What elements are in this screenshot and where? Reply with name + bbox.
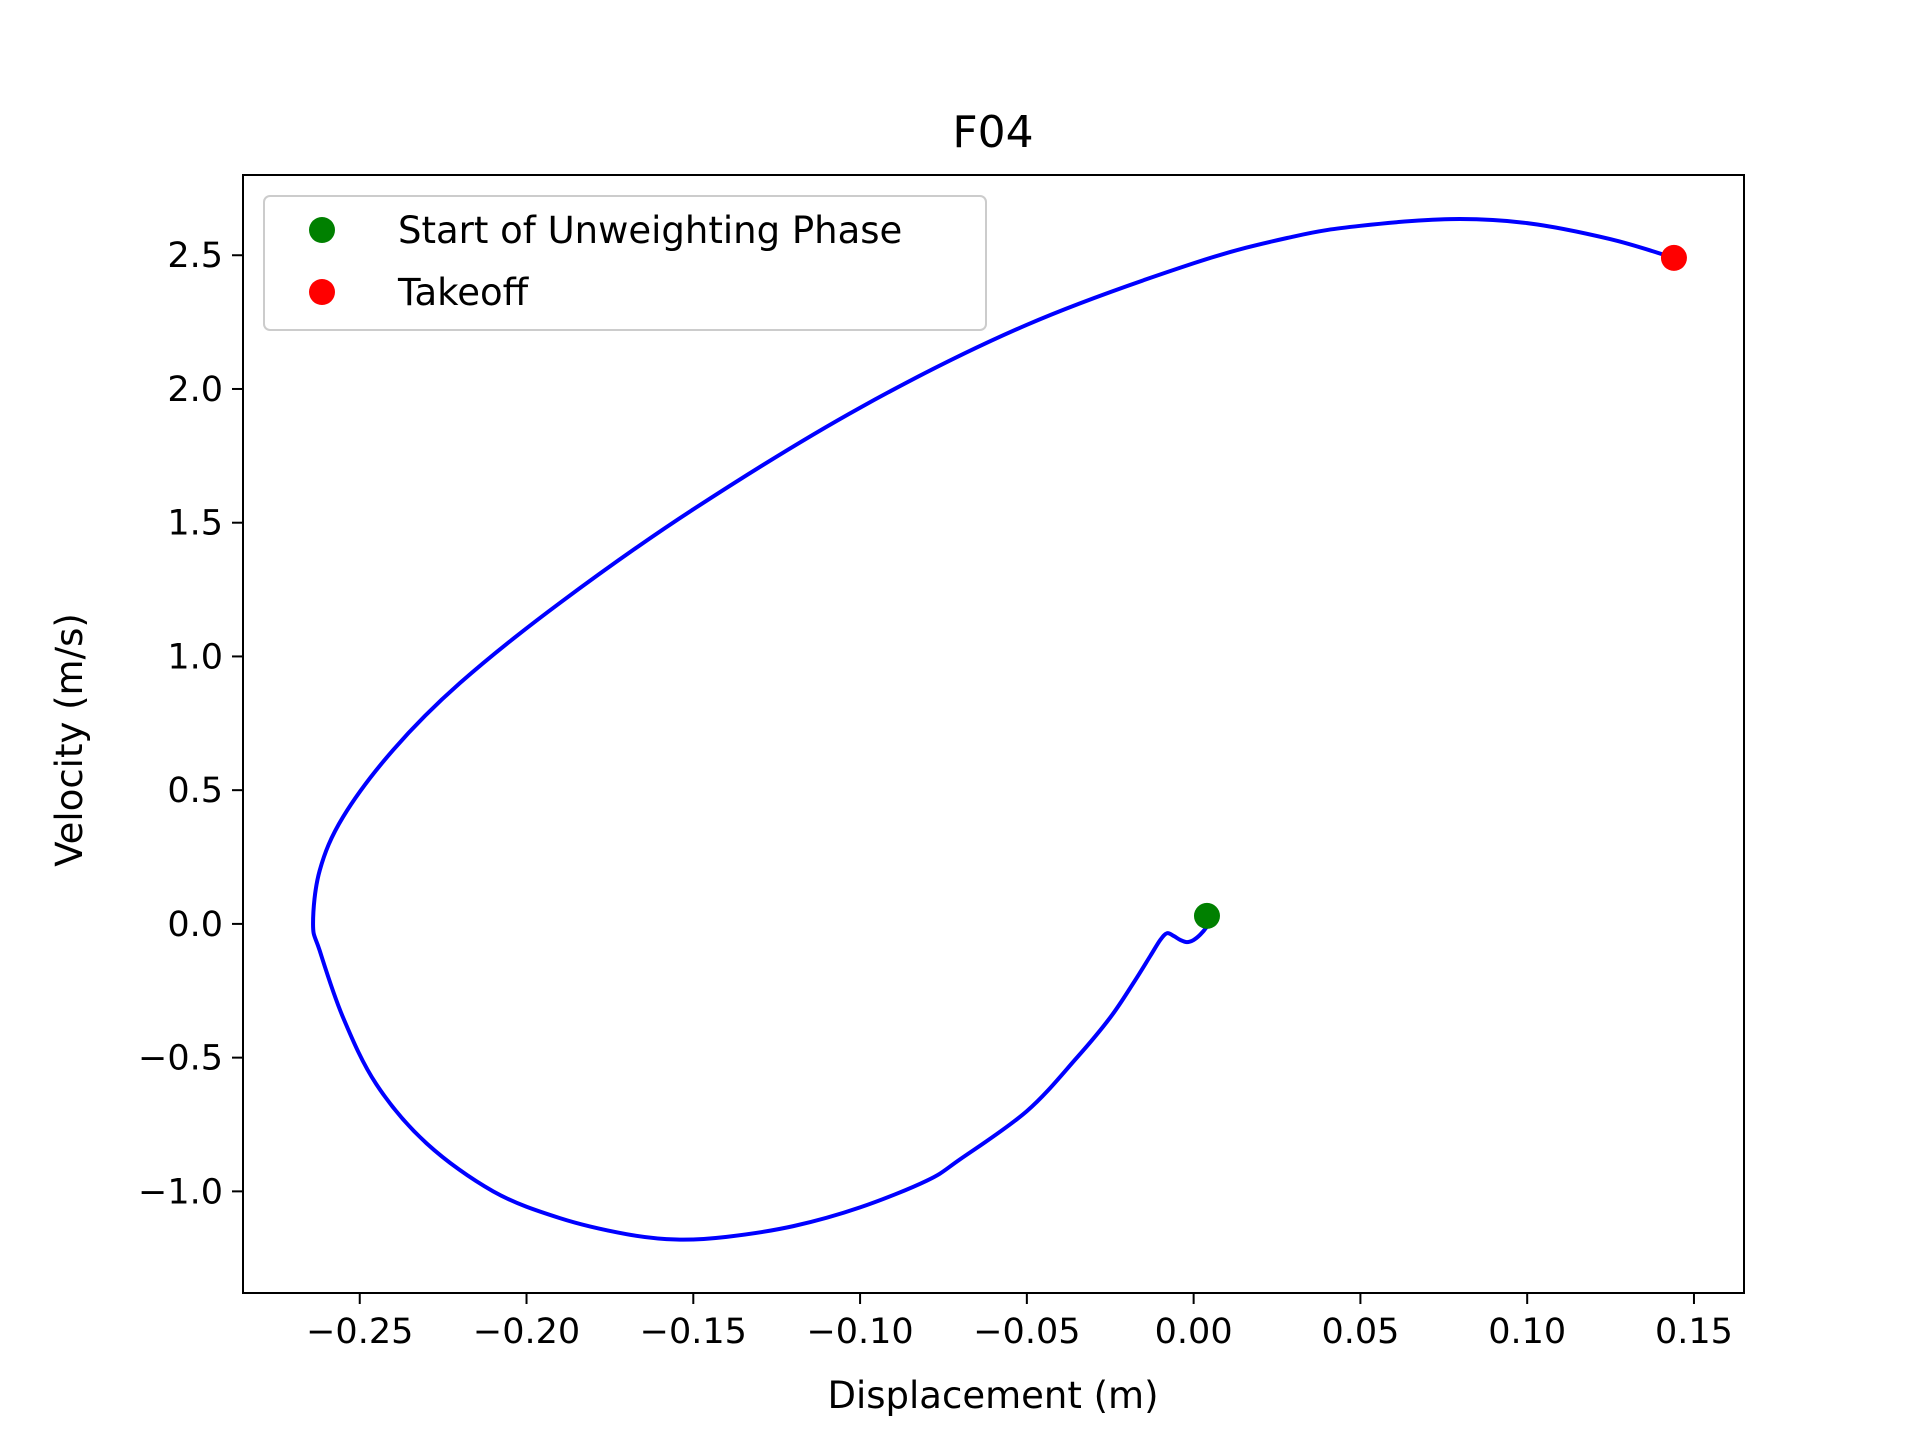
plot-layer	[311, 217, 1687, 1242]
x-tick-label: −0.25	[306, 1312, 413, 1352]
series-line-0	[311, 217, 1676, 1242]
legend-box	[263, 195, 987, 331]
axes-frame	[242, 174, 1745, 1294]
x-tick-label: 0.00	[1155, 1312, 1233, 1352]
x-axis-label: Displacement (m)	[827, 1374, 1158, 1417]
y-axis-label: Velocity (m/s)	[48, 613, 91, 867]
legend-label-start: Start of Unweighting Phase	[398, 209, 902, 252]
start-unweighting-marker	[1193, 902, 1220, 929]
x-tick-label: −0.05	[973, 1312, 1080, 1352]
y-tick-label: 0.0	[167, 905, 223, 945]
y-tick-label: 2.5	[167, 236, 223, 276]
x-tick-label: 0.10	[1488, 1312, 1566, 1352]
y-tick-label: −0.5	[138, 1039, 223, 1079]
x-tick-label: −0.20	[473, 1312, 580, 1352]
legend-marker-start	[309, 217, 335, 243]
ticks-layer: −0.25 −0.20 −0.15 −0.10 −0.05 0.00 0.05 0.10 0.1…	[138, 236, 1733, 1352]
y-tick-label: −1.0	[138, 1172, 223, 1212]
x-tick-label: 0.05	[1321, 1312, 1399, 1352]
x-tick-label: 0.15	[1655, 1312, 1733, 1352]
legend: Start of Unweighting Phase Takeoff	[263, 195, 987, 331]
x-tick-label: −0.10	[806, 1312, 913, 1352]
takeoff-marker	[1660, 244, 1687, 271]
y-tick-label: 1.5	[167, 504, 223, 544]
y-tick-label: 1.0	[167, 637, 223, 677]
y-tick-label: 0.5	[167, 771, 223, 811]
legend-label-takeoff: Takeoff	[397, 271, 530, 314]
x-tick-label: −0.15	[640, 1312, 747, 1352]
chart-title: F04	[952, 107, 1033, 158]
legend-marker-takeoff	[309, 279, 335, 305]
y-tick-label: 2.0	[167, 370, 223, 410]
